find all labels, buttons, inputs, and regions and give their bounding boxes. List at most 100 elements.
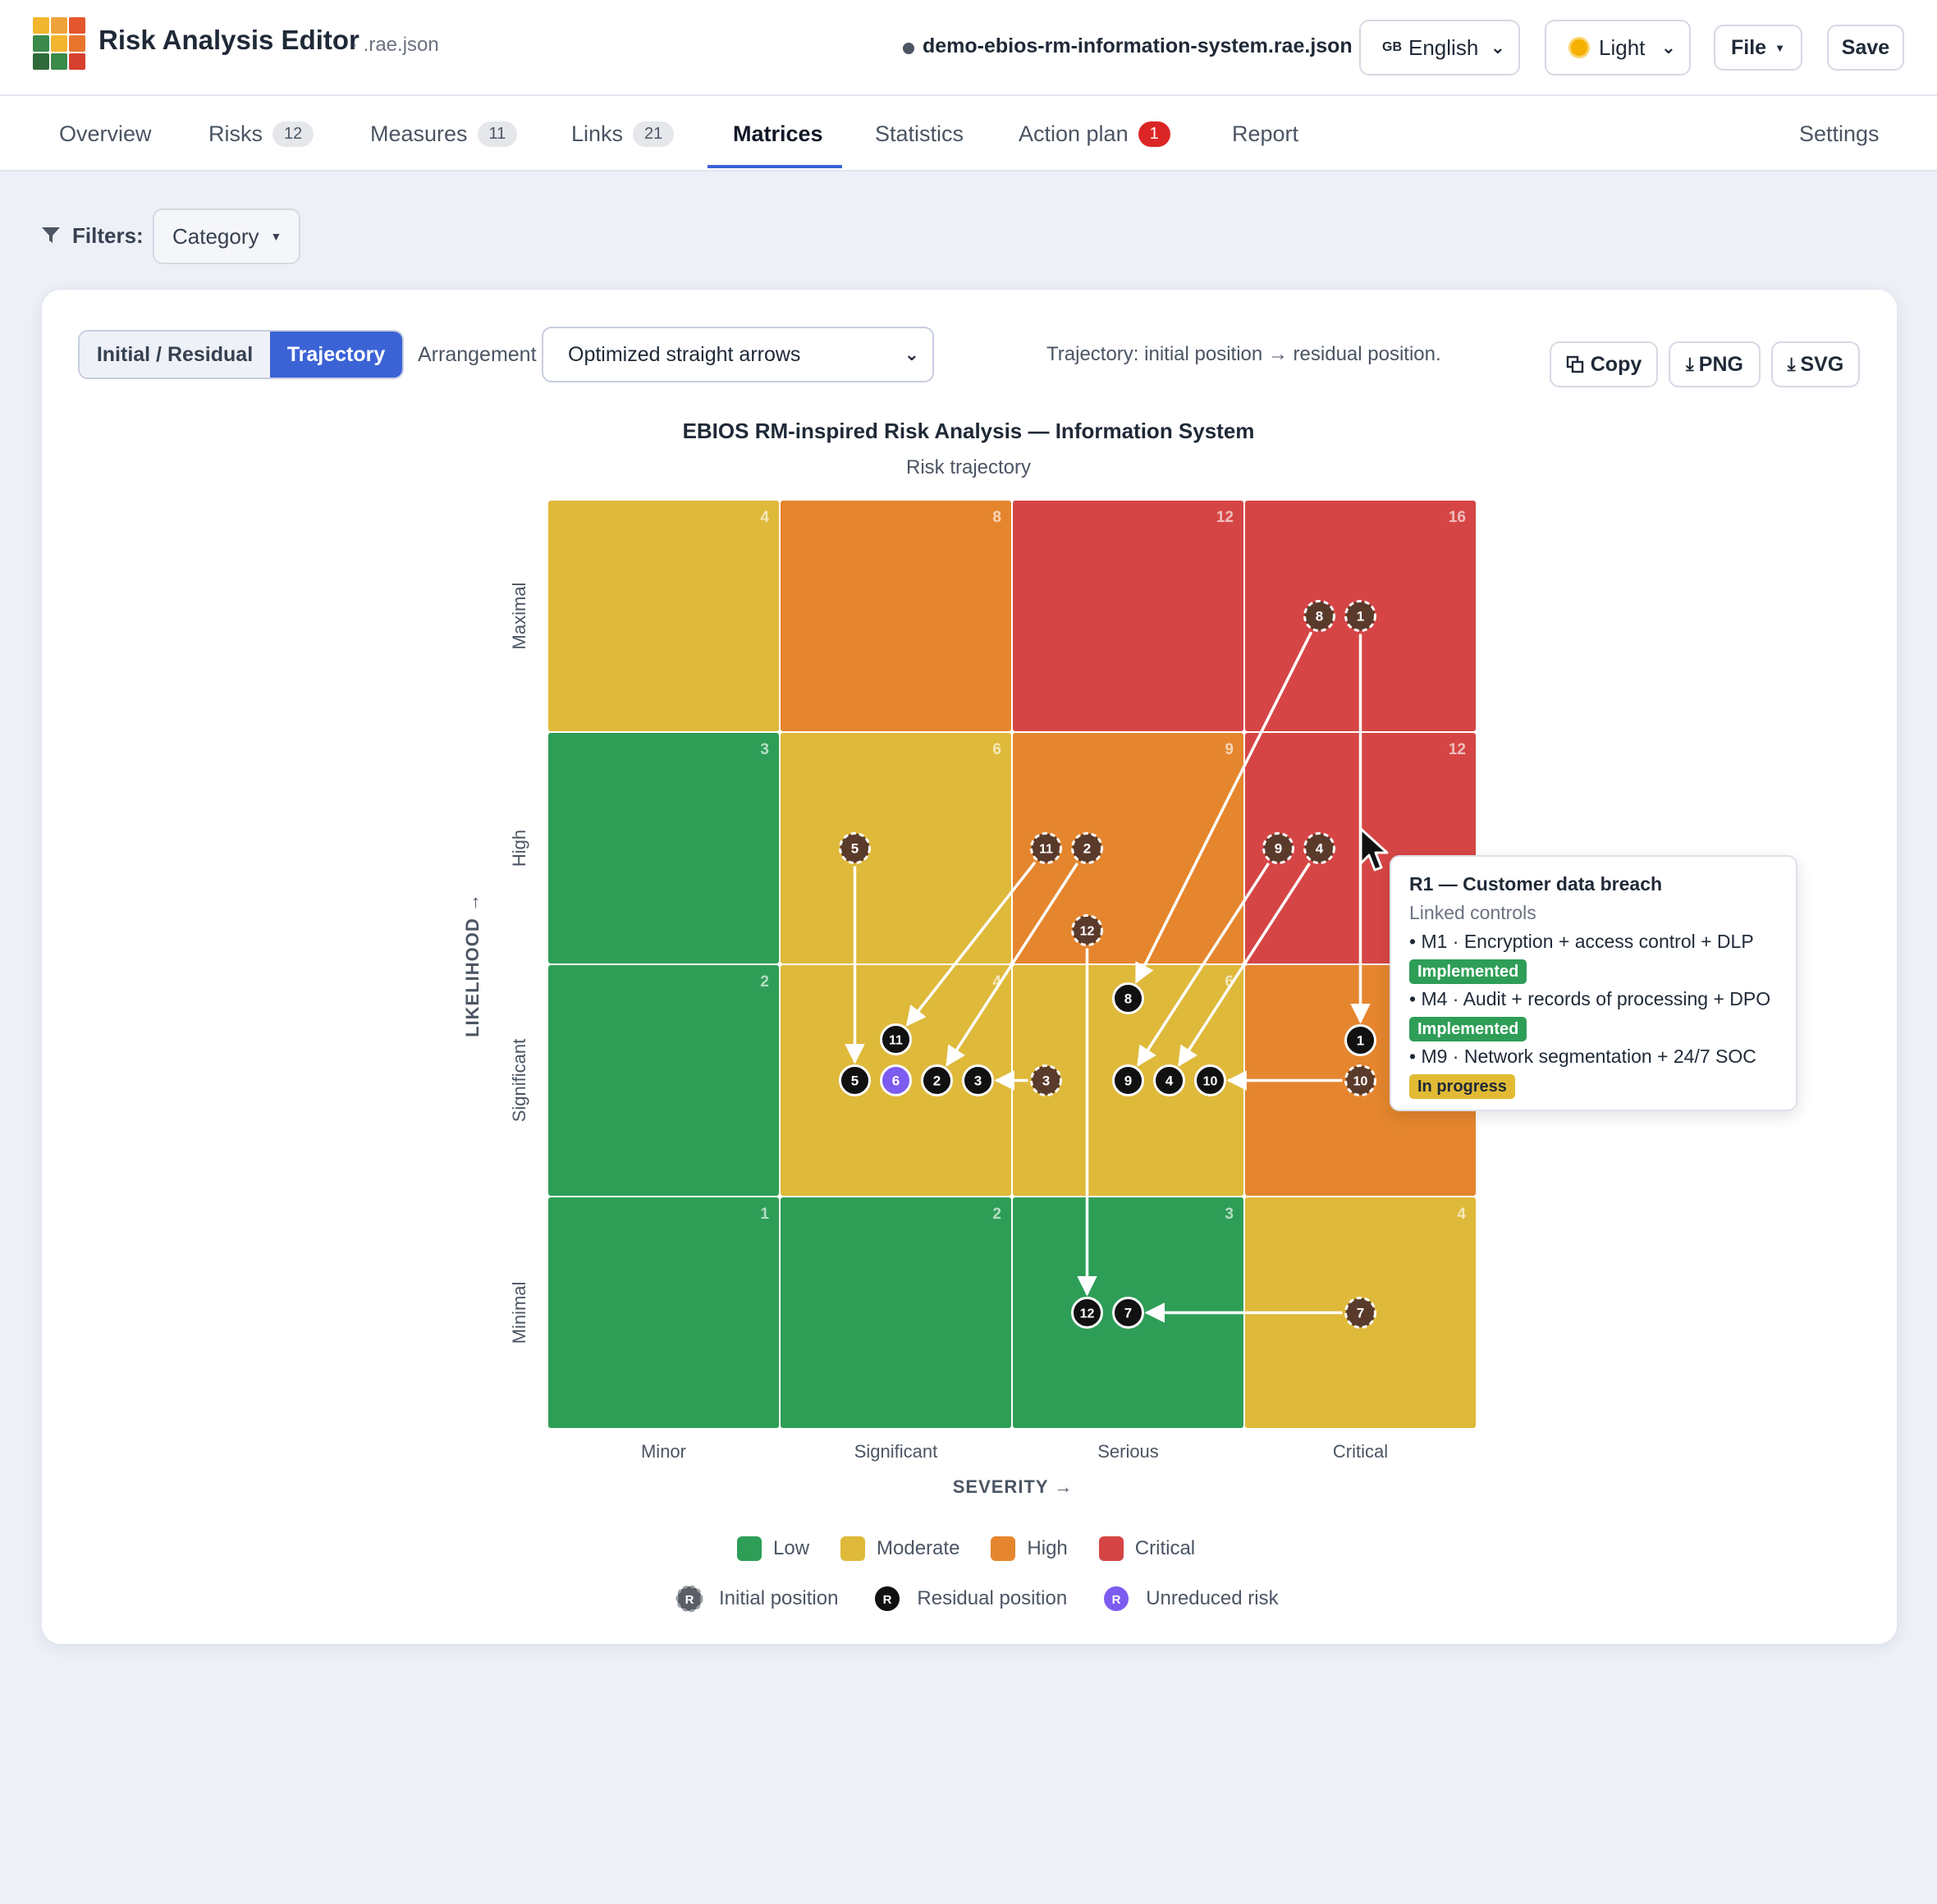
unreduced-risk-marker[interactable]: 6	[880, 1064, 912, 1096]
current-filename: demo-ebios-rm-information-system.rae.jso…	[923, 34, 1353, 57]
matrix-cell[interactable]	[1013, 501, 1243, 731]
residual-position-marker[interactable]: 12	[1071, 1297, 1103, 1329]
matrix-cell[interactable]	[781, 1197, 1011, 1428]
legend-item-low: Low	[737, 1536, 809, 1561]
residual-position-marker[interactable]: 4	[1153, 1064, 1185, 1096]
trajectory-arrow	[1134, 631, 1313, 984]
initial-position-marker[interactable]: 1	[1344, 600, 1376, 632]
initial-position-marker[interactable]: 2	[1071, 832, 1103, 864]
tab-settings[interactable]: Settings	[1799, 96, 1880, 172]
marker-label: 6	[892, 1073, 900, 1089]
marker-label: 11	[1039, 843, 1053, 857]
tab-measures[interactable]: Measures 11	[370, 96, 518, 172]
residual-position-marker[interactable]: 10	[1194, 1064, 1226, 1096]
tab-count-badge: 1	[1138, 121, 1170, 147]
marker-label: 10	[1203, 1075, 1218, 1089]
residual-position-marker[interactable]: 1	[1344, 1024, 1376, 1056]
marker-label: 8	[1316, 609, 1323, 625]
marker-label: 12	[1080, 925, 1095, 939]
copy-button[interactable]: Copy	[1550, 341, 1658, 387]
marker-label: 11	[889, 1034, 903, 1048]
tooltip-control: • M9 · Network segmentation + 24/7 SOC I…	[1409, 1042, 1778, 1100]
app-header: Risk Analysis Editor · .rae.json demo-eb…	[0, 0, 1937, 96]
mode-initial-residual-button[interactable]: Initial / Residual	[80, 332, 270, 378]
marker-legend: R Initial position R Residual position R…	[673, 1582, 1310, 1615]
legend-label: Critical	[1134, 1537, 1196, 1559]
matrix-cell[interactable]	[548, 965, 779, 1196]
initial-position-marker[interactable]: 3	[1030, 1064, 1062, 1096]
unsaved-indicator-icon	[903, 43, 914, 54]
marker-label: 3	[974, 1073, 982, 1089]
legend-label: Unreduced risk	[1146, 1587, 1279, 1609]
cell-score-label: 16	[1449, 509, 1466, 526]
tab-count-badge: 12	[272, 121, 314, 147]
mode-trajectory-button[interactable]: Trajectory	[270, 332, 402, 378]
matrix-cell[interactable]	[548, 501, 779, 731]
matrix-cell[interactable]	[781, 733, 1011, 963]
legend-swatch	[1098, 1536, 1124, 1561]
flag-icon: GB	[1382, 40, 1402, 54]
initial-position-marker[interactable]: 12	[1071, 914, 1103, 946]
tab-statistics[interactable]: Statistics	[875, 96, 964, 172]
theme-select[interactable]: Light ⌄	[1545, 20, 1691, 76]
download-svg-button[interactable]: ⤓ SVG	[1771, 341, 1860, 387]
marker-circle	[1071, 1297, 1103, 1329]
residual-position-marker[interactable]: 7	[1112, 1297, 1144, 1329]
legend-item-residual: R Residual position	[871, 1582, 1067, 1615]
residual-position-marker[interactable]: 8	[1112, 982, 1144, 1014]
initial-position-marker[interactable]: 10	[1344, 1064, 1376, 1096]
cell-score-label: 12	[1449, 741, 1466, 758]
initial-position-marker[interactable]: 8	[1303, 600, 1335, 632]
initial-position-marker[interactable]: 5	[839, 832, 871, 864]
save-button[interactable]: Save	[1827, 25, 1904, 71]
matrix-cell[interactable]	[548, 1197, 779, 1428]
arrangement-select[interactable]: Optimized straight arrows ⌄	[542, 327, 934, 382]
language-value: English	[1408, 34, 1479, 60]
download-png-button[interactable]: ⤓ PNG	[1669, 341, 1761, 387]
chart-subtitle: Risk trajectory	[906, 456, 1031, 478]
marker-circle	[962, 1064, 994, 1096]
legend-label: Moderate	[877, 1537, 960, 1559]
download-icon: ⤓	[1787, 354, 1796, 374]
file-menu-button[interactable]: File ▼	[1714, 25, 1802, 71]
initial-position-marker[interactable]: 9	[1262, 832, 1294, 864]
caret-down-icon: ▼	[270, 230, 282, 243]
tab-report[interactable]: Report	[1232, 96, 1298, 172]
initial-position-marker[interactable]: 7	[1344, 1297, 1376, 1329]
residual-position-marker[interactable]: 3	[962, 1064, 994, 1096]
tab-overview[interactable]: Overview	[59, 96, 152, 172]
residual-position-marker[interactable]: 2	[921, 1064, 953, 1096]
chevron-down-icon: ⌄	[904, 344, 919, 364]
residual-position-marker[interactable]: 11	[880, 1023, 912, 1055]
tab-risks[interactable]: Risks 12	[208, 96, 314, 172]
tab-action-plan[interactable]: Action plan 1	[1019, 96, 1170, 172]
initial-position-marker[interactable]: 11	[1030, 832, 1062, 864]
language-select[interactable]: GB English ⌄	[1359, 20, 1520, 76]
y-tick-label: Maximal	[509, 583, 529, 650]
tab-label: Matrices	[733, 121, 823, 146]
tab-count-badge: 11	[477, 121, 518, 147]
category-filter-label: Category	[172, 223, 259, 249]
marker-label: 9	[1124, 1073, 1132, 1089]
matrix-cell[interactable]	[781, 501, 1011, 731]
legend-label: High	[1027, 1537, 1068, 1559]
marker-label: 7	[1124, 1306, 1132, 1321]
tab-links[interactable]: Links 21	[571, 96, 675, 172]
marker-label: 4	[1165, 1073, 1174, 1089]
marker-circle	[1344, 1297, 1376, 1329]
initial-position-marker[interactable]: 4	[1303, 832, 1335, 864]
marker-circle	[1112, 982, 1144, 1014]
residual-position-marker[interactable]: 9	[1112, 1064, 1144, 1096]
category-filter-button[interactable]: Category ▼	[153, 208, 300, 264]
residual-position-marker[interactable]: 5	[839, 1064, 871, 1096]
marker-circle	[880, 1064, 912, 1096]
matrix-cell[interactable]	[548, 733, 779, 963]
tab-label: Report	[1232, 121, 1299, 146]
matrix-cell[interactable]	[1013, 733, 1243, 963]
marker-letter: R	[883, 1593, 892, 1607]
tab-matrices[interactable]: Matrices	[733, 96, 823, 172]
y-tick-label: High	[509, 830, 529, 867]
trajectory-arrow	[1177, 863, 1312, 1067]
arrangement-label: Arrangement	[418, 343, 537, 366]
